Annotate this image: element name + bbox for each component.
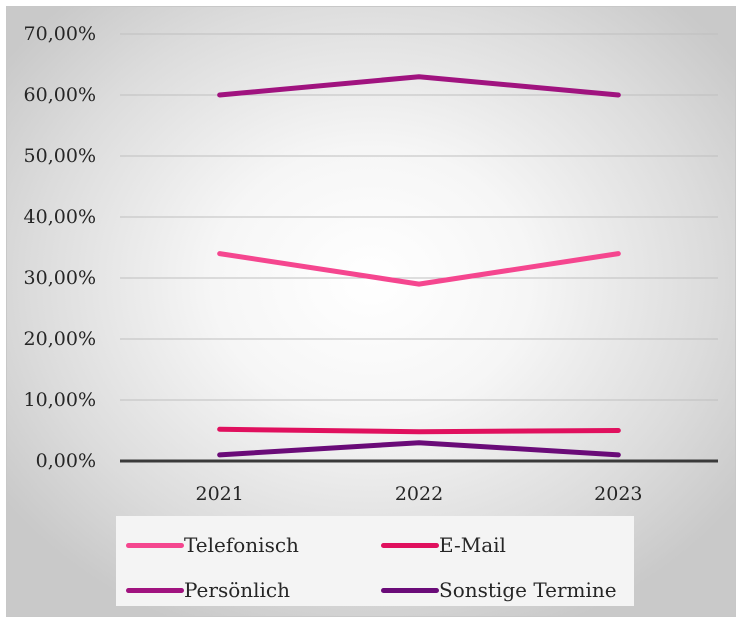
legend-item-sonstige: Sonstige Termine — [381, 575, 617, 605]
series-line-1 — [217, 426, 621, 435]
legend: Telefonisch E-Mail Persönlich Sonstige T… — [116, 516, 634, 606]
legend-item-email: E-Mail — [381, 530, 506, 560]
y-tick-label: 70,00% — [24, 23, 96, 45]
legend-swatch-email — [381, 542, 439, 548]
y-tick-label: 60,00% — [24, 84, 96, 106]
x-tick-label: 2023 — [594, 483, 642, 505]
chart-area — [6, 6, 736, 617]
y-tick-label: 50,00% — [24, 145, 96, 167]
legend-label-telefonisch: Telefonisch — [184, 533, 299, 557]
legend-swatch-telefonisch — [126, 542, 184, 548]
series-line-2 — [217, 74, 621, 98]
legend-label-persoenlich: Persönlich — [184, 578, 291, 602]
legend-swatch-sonstige — [381, 587, 439, 593]
x-tick-label: 2022 — [395, 483, 443, 505]
x-tick-label: 2021 — [195, 483, 243, 505]
series-line-0 — [217, 251, 621, 287]
series-line-3 — [217, 440, 621, 458]
y-tick-label: 40,00% — [24, 206, 96, 228]
legend-item-persoenlich: Persönlich — [126, 575, 290, 605]
y-tick-label: 20,00% — [24, 328, 96, 350]
y-tick-label: 0,00% — [36, 450, 96, 472]
y-tick-label: 10,00% — [24, 389, 96, 411]
y-tick-label: 30,00% — [24, 267, 96, 289]
legend-label-email: E-Mail — [439, 533, 506, 557]
legend-label-sonstige: Sonstige Termine — [439, 578, 617, 602]
legend-swatch-persoenlich — [126, 587, 184, 593]
legend-item-telefonisch: Telefonisch — [126, 530, 299, 560]
